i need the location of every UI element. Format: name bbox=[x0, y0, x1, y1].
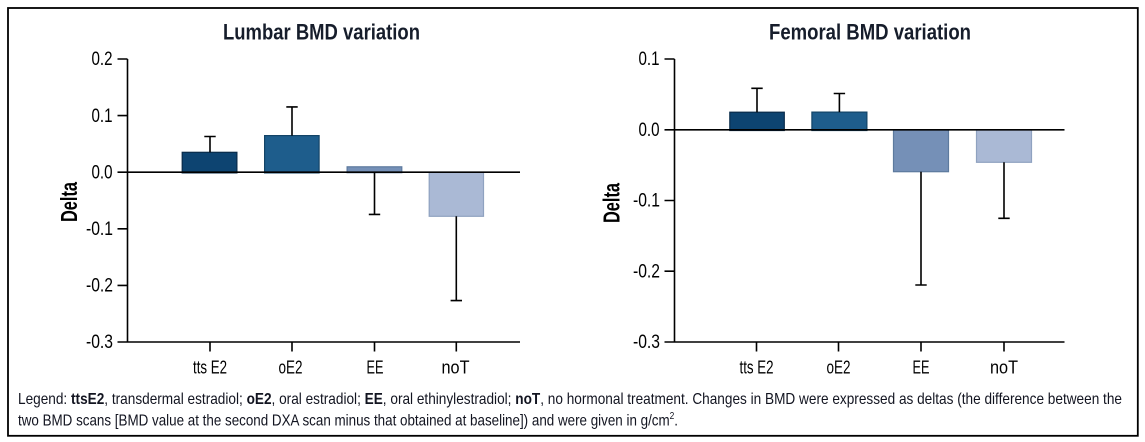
svg-text:oE2: oE2 bbox=[827, 356, 851, 377]
svg-text:Delta: Delta bbox=[56, 181, 82, 222]
svg-text:EE: EE bbox=[913, 356, 930, 377]
svg-text:-0.3: -0.3 bbox=[86, 332, 113, 353]
svg-text:Delta: Delta bbox=[599, 182, 625, 223]
svg-text:oE2: oE2 bbox=[279, 356, 303, 377]
svg-text:Lumbar BMD variation: Lumbar BMD variation bbox=[223, 20, 420, 45]
svg-text:Femoral BMD variation: Femoral BMD variation bbox=[769, 20, 971, 45]
svg-text:0.2: 0.2 bbox=[92, 49, 113, 70]
svg-text:noT: noT bbox=[442, 356, 470, 377]
svg-text:-0.1: -0.1 bbox=[633, 191, 660, 212]
svg-text:-0.2: -0.2 bbox=[633, 261, 660, 282]
svg-text:tts E2: tts E2 bbox=[740, 356, 774, 377]
svg-text:0.0: 0.0 bbox=[639, 120, 660, 141]
svg-text:0.1: 0.1 bbox=[639, 49, 660, 70]
svg-text:0.1: 0.1 bbox=[92, 106, 113, 127]
svg-text:noT: noT bbox=[990, 356, 1018, 377]
svg-text:-0.3: -0.3 bbox=[633, 332, 660, 353]
svg-text:-0.1: -0.1 bbox=[86, 219, 113, 240]
svg-text:EE: EE bbox=[367, 356, 384, 377]
svg-text:0.0: 0.0 bbox=[92, 162, 113, 183]
svg-text:-0.2: -0.2 bbox=[86, 276, 113, 297]
svg-text:tts E2: tts E2 bbox=[193, 356, 227, 377]
